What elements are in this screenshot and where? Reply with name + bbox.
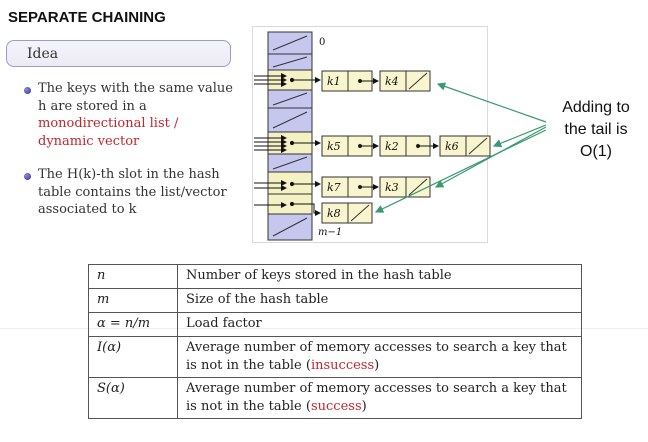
idea-box: Idea [6,40,231,67]
description-red: success [310,399,362,414]
bullet-icon [24,87,31,94]
description-line-2: is not in the table (success) [186,398,573,416]
bullet-1-red-2: dynamic vector [38,133,140,149]
symbol-cell: n [88,264,178,289]
description-line-1: Average number of memory accesses to sea… [186,340,567,355]
symbol-cell: S(α) [88,377,178,419]
description-tail: ) [374,358,380,373]
symbol-cell: I(α) [88,336,178,378]
bullet-icon [24,173,31,180]
description-line-2: is not in the table (insuccess) [186,357,573,375]
description-cell: Size of the hash table [177,288,582,313]
symbol-cell: α = n/m [88,312,178,337]
callout-line-1: Adding to [562,99,630,116]
idea-label: Idea [27,46,59,62]
table-row: m Size of the hash table [88,288,582,313]
description-cell: Load factor [177,312,582,337]
page-title: SEPARATE CHAINING [8,9,166,26]
description-cell: Average number of memory accesses to sea… [177,377,582,419]
callout-line-2: the tail is [564,121,628,138]
bullet-1-text: The keys with the same value h are store… [38,80,233,150]
callout-text: Adding to the tail is O(1) [551,97,641,163]
description-text: is not in the table ( [186,399,311,414]
description-text: is not in the table ( [186,358,311,373]
bullet-2-line-2: table contains the list/vector [38,184,227,200]
callout-line-3: O(1) [580,143,612,160]
definitions-table: n Number of keys stored in the hash tabl… [88,264,582,419]
bullet-2-line-3: associated to k [38,202,137,217]
table-row: α = n/m Load factor [88,312,582,337]
bullet-1-line-1: The keys with the same value [38,81,233,96]
bullet-2-text: The H(k)-th slot in the hash table conta… [38,166,227,219]
diagram-frame [252,26,488,243]
table-row: I(α) Average number of memory accesses t… [88,336,582,378]
bullet-2-line-1: The H(k)-th slot in the hash [38,167,220,182]
description-tail: ) [361,399,367,414]
table-row: n Number of keys stored in the hash tabl… [88,264,582,289]
description-cell: Average number of memory accesses to sea… [177,336,582,378]
description-cell: Number of keys stored in the hash table [177,264,582,289]
description-line-1: Average number of memory accesses to sea… [186,381,567,396]
description-red: insuccess [310,358,375,373]
symbol-cell: m [88,288,178,313]
bullet-1-red-1: monodirectional list / [38,116,179,131]
table-row: S(α) Average number of memory accesses t… [88,377,582,419]
bullet-1-line-2: h are stored in a [38,98,147,114]
